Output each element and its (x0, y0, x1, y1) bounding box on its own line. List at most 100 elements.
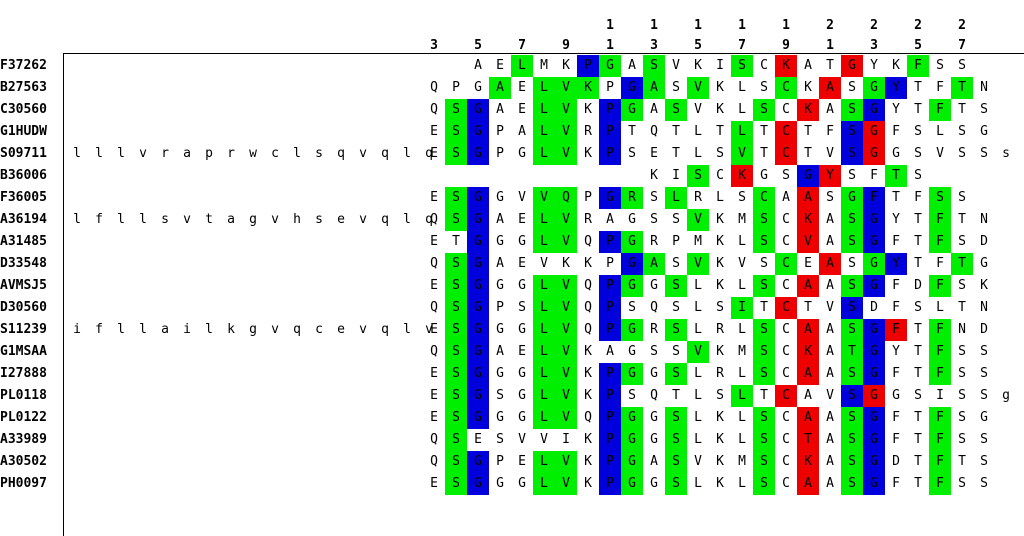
residue-cell: S (628, 300, 636, 315)
residue-cell: A (518, 124, 526, 139)
residue-cell: L (731, 385, 753, 407)
residue-cell: K (584, 454, 592, 469)
alignment-row: A30502 Q S G P E L V K P G A S V K M S C K A S G D T F T S (0, 451, 1024, 473)
residue-cell: K (797, 209, 819, 231)
alignment-row: F37262 A E L M K P G A S V K I S C K A T G Y K F S S (0, 55, 1024, 77)
residue-cell: S (958, 410, 966, 425)
residue-cell: S (445, 253, 467, 275)
residue-cell: S (738, 190, 746, 205)
ruler-ones-digit: 1 (606, 38, 614, 53)
residue-cell: S (841, 385, 863, 407)
sequence-id: B27563 (0, 80, 47, 95)
leader-residue: l (117, 212, 125, 227)
residue-cell: P (599, 275, 621, 297)
residue-cell: T (914, 366, 922, 381)
residue-cell: F (914, 190, 922, 205)
residue-cell: N (980, 212, 988, 227)
residue-cell: N (958, 322, 966, 337)
residue-cell: F (892, 234, 900, 249)
leader-residue: l (117, 322, 125, 337)
leader-residue: l (139, 322, 147, 337)
sequence-id: F36005 (0, 190, 47, 205)
residue-cell: K (716, 410, 724, 425)
leader-residue: v (271, 212, 279, 227)
residue-cell: K (716, 454, 724, 469)
sequence-id: S11239 (0, 322, 47, 337)
residue-cell: G (621, 77, 643, 99)
leader-residue: r (227, 146, 235, 161)
residue-cell: G (599, 55, 621, 77)
residue-cell: I (731, 297, 753, 319)
residue-cell: S (672, 344, 680, 359)
residue-cell: S (665, 363, 687, 385)
residue-cell: S (980, 146, 988, 161)
residue-cell: P (496, 300, 504, 315)
residue-cell: V (731, 143, 753, 165)
residue-cell: G (467, 253, 489, 275)
residue-cell: A (826, 278, 834, 293)
residue-cell: S (958, 190, 966, 205)
residue-cell: S (958, 58, 966, 73)
residue-cell: P (599, 319, 621, 341)
residue-cell: E (430, 234, 438, 249)
residue-cell: V (826, 146, 834, 161)
residue-cell: A (826, 212, 834, 227)
leader-residue: q (337, 146, 345, 161)
residue-cell: L (511, 55, 533, 77)
residue-cell: S (496, 388, 504, 403)
alignment-row: A36194 l f l l s v t a g v h s e v q l q Q S G A E L V R A G S S V K M S C… (0, 209, 1024, 231)
residue-cell (577, 165, 599, 187)
residue-cell: V (540, 432, 548, 447)
residue-cell: A (826, 432, 834, 447)
residue-cell: S (445, 275, 467, 297)
residue-cell: T (951, 77, 973, 99)
ruler-tens-digit: 2 (870, 18, 878, 33)
leader-residue: g (249, 322, 257, 337)
residue-cell: Y (870, 58, 878, 73)
ruler-ones-digit: 5 (474, 38, 482, 53)
residue-cell: S (958, 388, 966, 403)
residue-cell: S (980, 476, 988, 491)
residue-cell: A (496, 102, 504, 117)
residue-cell: L (738, 432, 746, 447)
residue-cell: A (474, 58, 482, 73)
residue-cell: S (643, 55, 665, 77)
residue-cell: L (533, 451, 555, 473)
residue-cell: S (958, 146, 966, 161)
residue-cell: V (555, 385, 577, 407)
residue-cell: V (687, 253, 709, 275)
leader-residue: l (403, 212, 411, 227)
residue-cell: G (650, 410, 658, 425)
residue-cell: Y (819, 165, 841, 187)
residue-cell: S (841, 231, 863, 253)
residue-cell: S (826, 190, 834, 205)
residue-cell: K (797, 99, 819, 121)
residue-cell: S (665, 319, 687, 341)
leader-residue: f (95, 322, 103, 337)
residue-cell: K (562, 256, 570, 271)
residue-cell: S (753, 363, 775, 385)
residue-cell: F (892, 410, 900, 425)
residue-cell: S (753, 319, 775, 341)
residue-cell: V (672, 58, 680, 73)
sequence-id: S09711 (0, 146, 47, 161)
residue-cell: E (430, 190, 438, 205)
residue-cell: S (665, 473, 687, 495)
residue-cell: P (599, 385, 621, 407)
residue-cell: K (775, 55, 797, 77)
residue-cell: L (665, 187, 687, 209)
residue-cell: C (782, 366, 790, 381)
residue-cell: T (804, 146, 812, 161)
residue-cell: L (533, 319, 555, 341)
residue-cell: C (775, 143, 797, 165)
residue-cell: S (672, 256, 680, 271)
residue-cell: T (760, 124, 768, 139)
residue-cell: G (496, 366, 504, 381)
residue-cell: M (540, 58, 548, 73)
residue-cell: A (804, 388, 812, 403)
residue-cell: G (621, 407, 643, 429)
residue-cell: C (782, 476, 790, 491)
residue-cell: D (870, 300, 878, 315)
residue-cell: G (863, 429, 885, 451)
residue-cell (511, 165, 533, 187)
